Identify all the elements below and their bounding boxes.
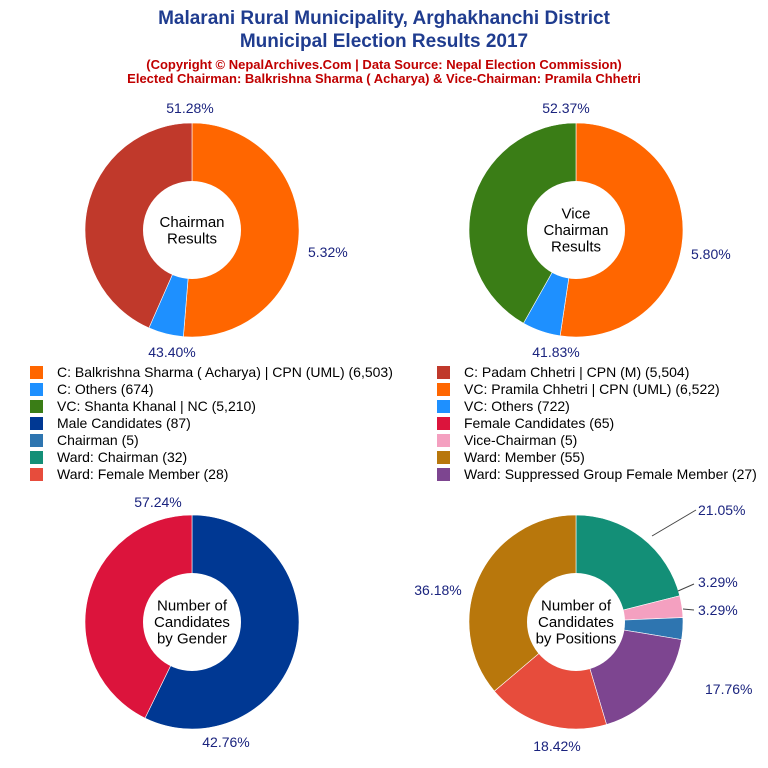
legend-swatch: [30, 434, 43, 447]
donut-slice: [468, 122, 577, 324]
slice-percent-label: 18.42%: [533, 738, 580, 754]
slice-percent-label: 17.76%: [705, 681, 752, 697]
legend-label: Ward: Chairman (32): [57, 449, 188, 465]
legend-label: Ward: Suppressed Group Female Member (27…: [464, 466, 757, 482]
legend-swatch: [437, 434, 450, 447]
legend-label: Male Candidates (87): [57, 415, 191, 431]
legend-swatch: [30, 366, 43, 379]
donut-center-label: Number of: [541, 598, 612, 615]
legend-swatch: [437, 451, 450, 464]
slice-percent-label: 5.80%: [691, 246, 731, 262]
slice-percent-label: 43.40%: [148, 344, 195, 360]
donut-slice: [84, 514, 193, 719]
donut-center-label: by Gender: [157, 631, 227, 648]
slice-percent-label: 52.37%: [542, 100, 589, 116]
donut-hole: [527, 573, 625, 671]
legend-swatch: [437, 417, 450, 430]
legend-swatch: [437, 366, 450, 379]
donut-center-label: Results: [167, 230, 217, 247]
slice-percent-label: 41.83%: [532, 344, 579, 360]
legend: C: Balkrishna Sharma ( Acharya) | CPN (U…: [0, 364, 768, 486]
chart-subtitle-line2: Elected Chairman: Balkrishna Sharma ( Ac…: [127, 71, 641, 86]
legend-label: C: Others (674): [57, 381, 154, 397]
leader-line: [682, 608, 695, 611]
donut-center-label: Vice: [562, 206, 591, 223]
legend-label: Ward: Female Member (28): [57, 466, 229, 482]
slice-percent-label: 3.29%: [698, 574, 738, 590]
slice-percent-label: 3.29%: [698, 602, 738, 618]
legend-label: C: Padam Chhetri | CPN (M) (5,504): [464, 364, 690, 380]
legend-label: VC: Others (722): [464, 398, 570, 414]
donut-hole: [527, 181, 625, 279]
donut-slice: [183, 122, 300, 338]
legend-swatch: [437, 400, 450, 413]
legend-swatch: [30, 383, 43, 396]
slice-percent-label: 21.05%: [698, 502, 745, 518]
chart-subtitle-line1: (Copyright © NepalArchives.Com | Data So…: [146, 57, 622, 72]
legend-swatch: [30, 468, 43, 481]
donut-center-label: Number of: [157, 598, 228, 615]
legend-swatch: [437, 468, 450, 481]
legend-swatch: [30, 417, 43, 430]
legend-label: C: Balkrishna Sharma ( Acharya) | CPN (U…: [57, 364, 393, 380]
slice-percent-label: 51.28%: [166, 100, 213, 116]
donut-center-label: Candidates: [154, 614, 230, 631]
donut-center-label: by Positions: [536, 631, 617, 648]
donut-hole: [143, 573, 241, 671]
donut-center-label: Chairman: [159, 214, 224, 231]
donut-hole: [143, 181, 241, 279]
leader-line: [677, 583, 695, 592]
legend-label: VC: Pramila Chhetri | CPN (UML) (6,522): [464, 381, 720, 397]
legend-label: Vice-Chairman (5): [464, 432, 578, 448]
slice-percent-label: 36.18%: [414, 582, 461, 598]
donut-slice: [468, 514, 577, 692]
legend-swatch: [30, 400, 43, 413]
legend-label: Ward: Member (55): [464, 449, 585, 465]
slice-percent-label: 5.32%: [308, 244, 348, 260]
slice-percent-label: 57.24%: [134, 494, 181, 510]
donut-center-label: Results: [551, 239, 601, 256]
legend-label: Female Candidates (65): [464, 415, 615, 431]
legend-swatch: [437, 383, 450, 396]
donut-center-label: Chairman: [543, 222, 608, 239]
legend-swatch: [30, 451, 43, 464]
donut-slice: [84, 122, 193, 329]
legend-label: VC: Shanta Khanal | NC (5,210): [57, 398, 256, 414]
donut-center-label: Candidates: [538, 614, 614, 631]
slice-percent-label: 42.76%: [202, 734, 249, 750]
leader-line: [651, 509, 697, 537]
legend-label: Chairman (5): [57, 432, 139, 448]
chart-title-line1: Malarani Rural Municipality, Arghakhanch…: [158, 8, 610, 29]
chart-title-line2: Municipal Election Results 2017: [239, 31, 529, 52]
